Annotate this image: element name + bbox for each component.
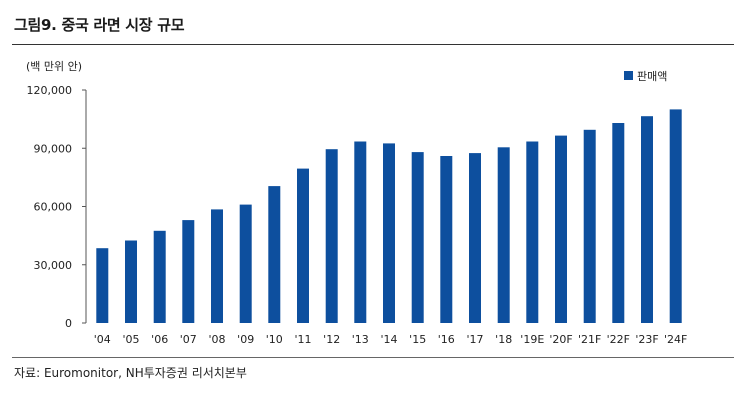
bar-17 [583, 129, 596, 323]
source-divider [12, 357, 734, 358]
title-divider [12, 44, 734, 45]
bar-2 [153, 230, 166, 323]
x-tick-label: '11 [294, 333, 311, 346]
y-axis: 120,000 90,000 60,000 30,000 0 [27, 84, 87, 330]
bar-9 [354, 141, 367, 323]
y-unit-label: (백 만위 안) [26, 60, 83, 73]
x-tick-label: '16 [438, 333, 455, 346]
bar-11 [411, 152, 424, 323]
y-tick-label: 30,000 [34, 259, 73, 272]
bar-3 [182, 220, 195, 323]
bar-14 [497, 147, 510, 323]
x-axis-labels: '04 '05 '06 '07 '08 '09 '10 '11 '12 '13 '14 '15 '16 '… [94, 333, 688, 346]
x-tick-label: '10 [266, 333, 283, 346]
source-note: 자료: Euromonitor, NH투자증권 리서치본부 [14, 366, 247, 380]
bar-5 [239, 204, 252, 323]
x-tick-label: '07 [180, 333, 197, 346]
y-tick-label: 0 [65, 317, 72, 330]
bar-8 [325, 149, 338, 323]
x-tick-label: '12 [323, 333, 340, 346]
x-tick-label: '17 [466, 333, 483, 346]
bar-19 [641, 116, 653, 323]
y-tick-label: 120,000 [27, 84, 73, 97]
bars [96, 109, 682, 324]
x-tick-label: '08 [208, 333, 225, 346]
legend: 판매액 [624, 70, 667, 83]
x-tick-label: '19E [520, 333, 544, 346]
x-tick-label: '20F [549, 333, 572, 346]
x-tick-label: '24F [664, 333, 687, 346]
bar-20 [669, 109, 682, 324]
x-tick-label: '21F [578, 333, 601, 346]
x-tick-label: '09 [237, 333, 254, 346]
y-tick-label: 90,000 [34, 142, 73, 155]
x-tick-label: '04 [94, 333, 111, 346]
bar-0 [96, 248, 109, 323]
y-tick-label: 60,000 [34, 201, 73, 214]
bar-10 [383, 143, 395, 323]
bar-1 [125, 240, 137, 323]
x-tick-label: '05 [122, 333, 139, 346]
x-tick-label: '13 [352, 333, 369, 346]
figure-title: 그림9. 중국 라면 시장 규모 [14, 16, 185, 34]
bar-12 [440, 156, 453, 323]
bar-7 [297, 168, 309, 323]
bar-13 [469, 153, 481, 323]
bar-6 [268, 186, 281, 323]
x-tick-label: '06 [151, 333, 168, 346]
x-tick-label: '18 [495, 333, 512, 346]
bar-16 [555, 135, 567, 323]
bar-15 [526, 141, 539, 323]
x-tick-label: '23F [635, 333, 658, 346]
x-tick-label: '15 [409, 333, 426, 346]
bar-4 [211, 209, 223, 323]
bar-18 [612, 123, 625, 323]
legend-swatch-sales [624, 71, 633, 80]
x-tick-label: '22F [607, 333, 630, 346]
x-tick-label: '14 [380, 333, 397, 346]
legend-label-sales: 판매액 [637, 70, 667, 83]
